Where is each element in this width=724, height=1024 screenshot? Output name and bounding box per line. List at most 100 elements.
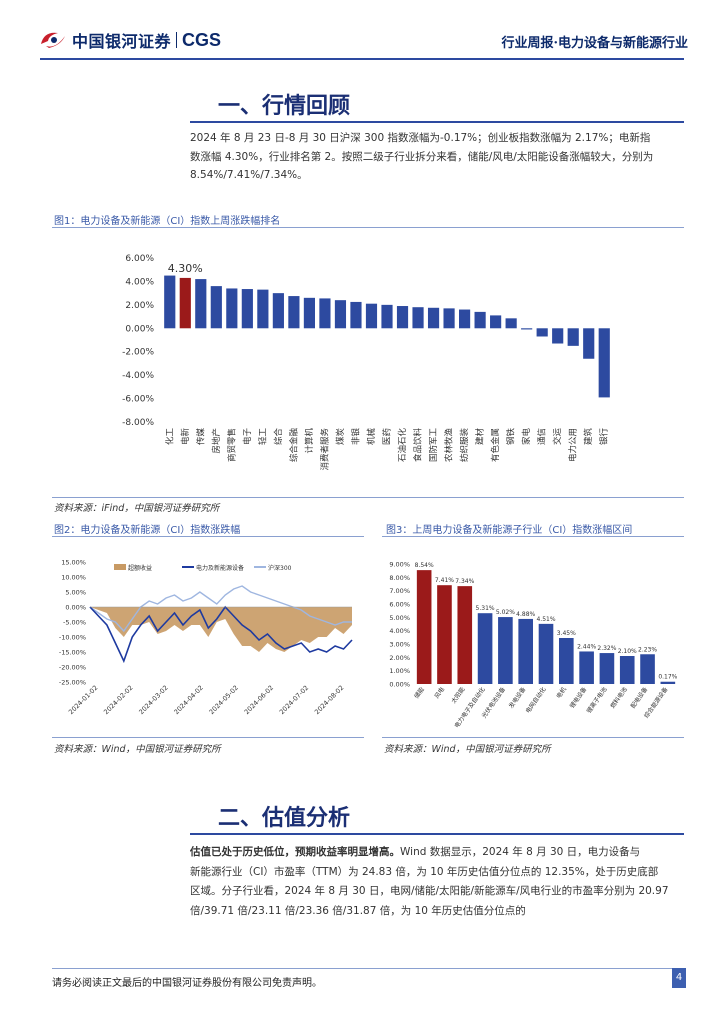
x-tick-label: 煤炭 xyxy=(335,428,346,446)
x-tick-label: 交运 xyxy=(552,428,563,446)
bar xyxy=(319,298,331,329)
series-excess-return-area xyxy=(90,607,352,652)
bar xyxy=(241,289,253,329)
section1-rule xyxy=(190,121,684,123)
page-number: 4 xyxy=(672,968,686,988)
bar xyxy=(619,656,635,684)
y-tick-label: 2.00% xyxy=(125,301,154,311)
x-tick-label: 储能 xyxy=(412,686,425,700)
y-tick-label: -5.00% xyxy=(63,619,86,627)
y-tick-label: 2.00% xyxy=(389,654,410,662)
x-tick-label: 化工 xyxy=(164,428,175,446)
x-tick-label: 2024-07-02 xyxy=(278,684,310,716)
bar xyxy=(350,301,362,329)
x-tick-label: 建材 xyxy=(475,428,486,446)
x-tick-label: 太阳能 xyxy=(450,686,467,705)
footer-disclaimer: 请务必阅读正文最后的中国银河证券股份有限公司免责声明。 xyxy=(52,978,322,989)
data-label: 2.23% xyxy=(638,646,657,653)
para2-line-rest: Wind 数据显示，2024 年 8 月 30 日，电力设备与 xyxy=(400,846,641,858)
x-tick-label: 电力公用 xyxy=(568,428,579,462)
fig2-source-rule xyxy=(52,737,364,738)
para1-line: 8.54%/7.41%/7.34%。 xyxy=(190,169,308,181)
fig1-caption-rule xyxy=(52,227,684,228)
y-tick-label: 4.00% xyxy=(389,627,410,635)
y-tick-label: 0.00% xyxy=(389,681,410,689)
x-tick-label: 钢铁 xyxy=(506,428,517,446)
bar xyxy=(518,618,534,684)
x-tick-label: 石油石化 xyxy=(397,428,408,463)
bar xyxy=(195,279,207,329)
fig3-source: 资料来源：Wind，中国银河证券研究所 xyxy=(384,744,551,755)
x-tick-label: 有色金属 xyxy=(490,428,501,462)
x-tick-label: 电子 xyxy=(242,428,253,446)
paragraph-market-review: 2024 年 8 月 23 日-8 月 30 日沪深 300 指数涨幅为-0.1… xyxy=(190,129,686,185)
para2-line: 新能源行业（CI）市盈率（TTM）为 24.83 倍，为 10 年历史估值分位点… xyxy=(190,865,659,878)
y-tick-label: -25.00% xyxy=(59,679,86,687)
x-tick-label: 电机 xyxy=(555,686,568,700)
bar xyxy=(579,651,594,684)
header-rule xyxy=(40,58,684,60)
fig1-caption: 图1：电力设备及新能源（CI）指数上周涨跌幅排名 xyxy=(54,216,281,227)
x-tick-label: 银行 xyxy=(599,428,610,446)
data-label: 8.54% xyxy=(415,562,434,569)
x-tick-label: 电新 xyxy=(180,428,191,446)
y-tick-label: -6.00% xyxy=(122,395,154,405)
legend-swatch xyxy=(114,564,126,570)
bar xyxy=(490,315,502,329)
x-tick-label: 发电设备 xyxy=(507,686,527,710)
fig2-source: 资料来源：Wind，中国银河证券研究所 xyxy=(54,744,221,755)
para2-line: 倍/39.71 倍/23.11 倍/23.36 倍/31.87 倍，为 10 年… xyxy=(190,904,526,917)
bar xyxy=(599,653,615,684)
y-tick-label: 6.00% xyxy=(389,601,410,609)
x-tick-label: 锂离子电池 xyxy=(585,686,609,715)
data-label: 2.10% xyxy=(618,648,637,655)
bar xyxy=(443,308,455,329)
fig1-source: 资料来源：iFind，中国银河证券研究所 xyxy=(54,503,220,514)
x-tick-label: 非银 xyxy=(350,428,361,446)
x-tick-label: 轻工 xyxy=(257,428,268,446)
bar xyxy=(427,307,440,329)
section2-title: 二、估值分析 xyxy=(218,805,351,831)
x-tick-label: 燃料电池 xyxy=(609,686,629,710)
bar xyxy=(416,570,432,684)
x-tick-label: 计算机 xyxy=(304,428,315,454)
x-tick-label: 医药 xyxy=(382,428,393,445)
bar xyxy=(477,613,493,684)
logo-chinese: 中国银河证券 xyxy=(72,32,172,51)
report-type: 行业周报·电力设备与新能源行业 xyxy=(501,36,688,51)
x-tick-label: 机械 xyxy=(366,428,377,446)
data-label: 4.88% xyxy=(516,611,535,618)
bar xyxy=(660,681,676,684)
fig2-caption: 图2：电力设备及新能源（CI）指数涨跌幅 xyxy=(54,525,241,536)
cgs-logo-icon xyxy=(41,32,65,48)
x-tick-label: 建筑 xyxy=(583,428,594,446)
bar xyxy=(552,328,564,344)
legend-label: 电力及新能源设备 xyxy=(196,564,244,572)
bar xyxy=(396,306,409,329)
para2-lead: 估值已处于历史低位，预期收益率明显增高。 xyxy=(190,846,400,858)
y-tick-label: 6.00% xyxy=(125,254,154,264)
y-tick-label: 1.00% xyxy=(389,667,410,675)
x-tick-label: 锂电设备 xyxy=(568,686,588,710)
x-tick-label: 2024-08-02 xyxy=(313,684,345,716)
x-tick-label: 纺织服装 xyxy=(459,428,470,463)
para1-line: 数涨幅 4.30%，行业排名第 2。按照二级子行业拆分来看，储能/风电/太阳能设… xyxy=(190,150,654,163)
bar xyxy=(583,328,595,359)
y-tick-label: 10.00% xyxy=(61,574,86,582)
section2-rule xyxy=(190,833,684,835)
x-tick-label: 商贸零售 xyxy=(226,428,237,462)
y-tick-label: 0.00% xyxy=(125,324,154,334)
x-tick-label: 2024-03-02 xyxy=(137,684,169,716)
bar xyxy=(381,304,393,329)
x-tick-label: 风电 xyxy=(433,686,446,700)
fig3-source-rule xyxy=(382,737,684,738)
para2-line: 区域。分子行业看，2024 年 8 月 30 日，电网/储能/太阳能/新能源车/… xyxy=(190,885,669,897)
data-label: 2.32% xyxy=(597,645,616,652)
footer-rule xyxy=(52,968,684,969)
bar xyxy=(538,623,554,684)
bar xyxy=(474,311,486,329)
fig1-chart: 6.00% 4.00% 2.00% 0.00% -2.00% -4.00% -6.00% -8… xyxy=(122,254,610,471)
fig3-caption-rule xyxy=(382,536,684,537)
bar xyxy=(521,328,533,330)
paragraph-valuation: 估值已处于历史低位，预期收益率明显增高。Wind 数据显示，2024 年 8 月… xyxy=(190,843,686,921)
